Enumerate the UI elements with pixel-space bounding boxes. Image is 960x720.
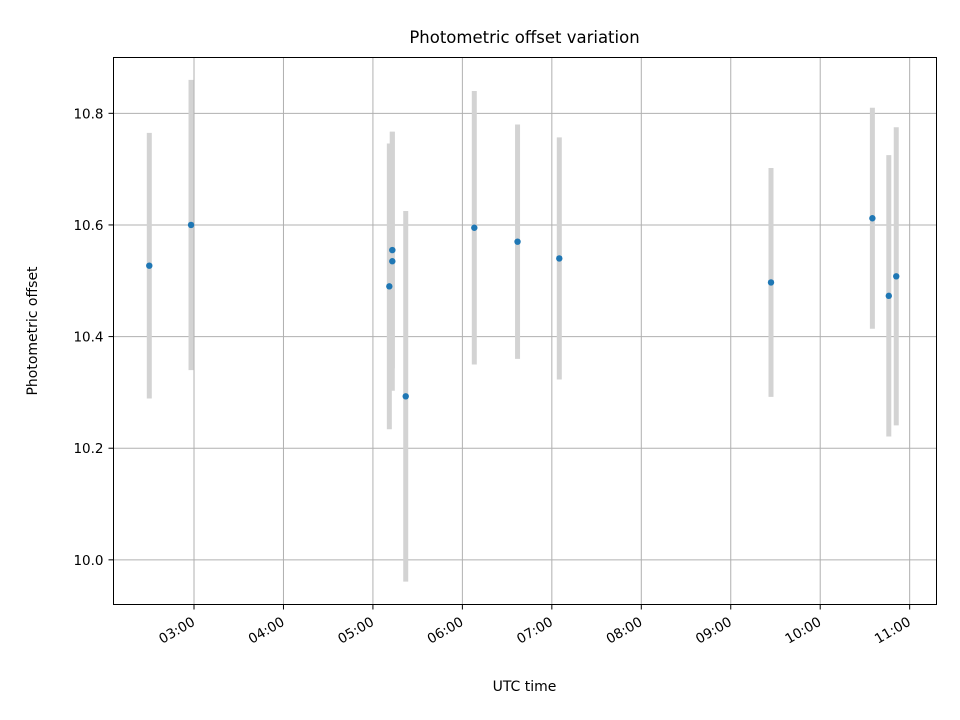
data-point [471, 224, 478, 231]
x-axis-label: UTC time [493, 679, 557, 695]
data-point [556, 255, 563, 262]
data-point [514, 238, 521, 245]
data-point [885, 292, 892, 300]
data-point [146, 262, 153, 269]
y-tick-label: 10.8 [73, 106, 103, 122]
data-point [767, 279, 775, 286]
grid [113, 57, 937, 605]
y-tick-label: 10.4 [73, 330, 103, 346]
plot-frame [113, 57, 937, 605]
data-point [389, 246, 396, 254]
data-point [893, 273, 900, 280]
data-point [402, 393, 409, 400]
data-points [146, 215, 900, 400]
y-tick-label: 10.6 [73, 218, 103, 234]
data-point [389, 258, 396, 265]
y-axis: 10.0 10.2 10.4 10.6 10.8 [73, 106, 114, 569]
data-point [187, 221, 195, 229]
chart-title: Photometric offset variation [409, 28, 639, 47]
data-point [386, 283, 393, 290]
y-axis-label: Photometric offset [25, 266, 41, 396]
y-tick-label: 10.0 [73, 553, 103, 569]
y-tick-label: 10.2 [73, 441, 103, 457]
data-point [869, 215, 876, 222]
